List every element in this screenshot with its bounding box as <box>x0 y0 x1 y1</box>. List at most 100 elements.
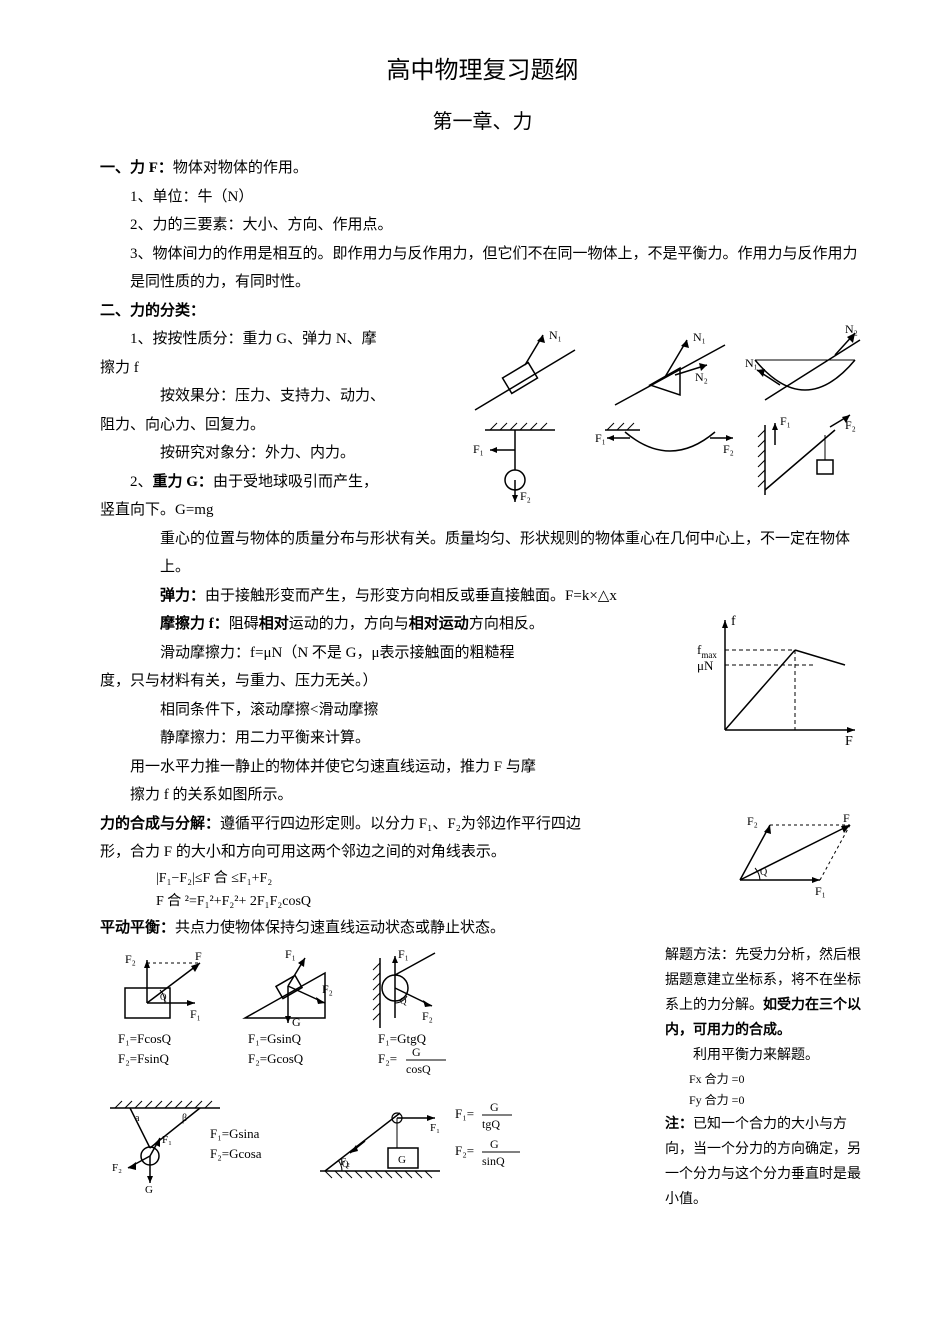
fr1d: 相对运动 <box>409 616 469 632</box>
svg-text:Q: Q <box>160 992 167 1002</box>
svg-text:F₁: F₁ <box>780 414 791 428</box>
eqb-l1: F₁=GsinQ <box>248 1031 302 1046</box>
eqc-l1: F₁=GtgQ <box>378 1031 427 1046</box>
svg-text:F₁: F₁ <box>398 948 409 961</box>
s2-pt2head: 重力 G： <box>153 474 213 490</box>
svg-text:F₂: F₂ <box>125 952 136 966</box>
diag-rod-block: F₁ F₂ <box>758 414 856 495</box>
s2-pt2a: 2、 <box>130 474 153 490</box>
s1-pt1: 1、单位：牛（N） <box>100 183 865 212</box>
svg-text:F₂: F₂ <box>723 442 734 456</box>
friction-graph: F f fmax μN <box>695 610 865 750</box>
diag-c: F₁ F₂ Q F₁=GtgQ F₂= G cosQ <box>360 948 490 1088</box>
equilibrium-diagrams: F₁ F₂ F Q F₁=FcosQ F₂=FsinQ <box>100 943 655 1198</box>
svg-text:G: G <box>490 1100 499 1114</box>
svg-text:F₂: F₂ <box>845 418 856 432</box>
s2-head: 二、力的分类： <box>100 303 205 319</box>
note5: 注：已知一个合力的大小与方向，当一个分力的方向确定，另一个分力与这个分力垂直时是… <box>665 1112 865 1213</box>
svg-text:Q: Q <box>400 996 407 1006</box>
muN-label: μN <box>697 658 714 673</box>
elastic: 弹力：由于接触形变而产生，与形变方向相反或垂直接触面。F=k×△x <box>100 582 865 611</box>
normal-force-diagrams: N₁ N₁ N₂ N₁ <box>465 325 865 505</box>
body-text: 一、力 F：物体对物体的作用。 1、单位：牛（N） 2、力的三要素：大小、方向、… <box>100 154 865 1212</box>
svg-text:F₁=: F₁= <box>455 1106 474 1121</box>
eqa-l2: F₂=FsinQ <box>118 1051 169 1066</box>
bottom-row: F₁ F₂ F Q F₁=FcosQ F₂=FsinQ <box>100 943 865 1213</box>
svg-text:cosQ: cosQ <box>406 1062 431 1076</box>
fr5a: 用一水平力推一静止的物体并使它匀速直线运动，推力 F 与摩 <box>100 753 865 782</box>
fr1c: 运动的力，方向与 <box>289 616 409 632</box>
document-page: 高中物理复习题纲 第一章、力 一、力 F：物体对物体的作用。 1、单位：牛（N）… <box>0 0 945 1272</box>
fr1e: 方向相反。 <box>469 616 544 632</box>
eqb-l2: F₂=GcosQ <box>248 1051 304 1066</box>
svg-text:F₁: F₁ <box>815 884 826 898</box>
force-sketches-svg: N₁ N₁ N₂ N₁ <box>465 325 865 505</box>
xlabel: F <box>845 734 853 749</box>
friction-head: 摩擦力 f： <box>160 616 229 632</box>
svg-text:F: F <box>195 949 202 963</box>
compose-head: 力的合成与分解： <box>100 816 220 832</box>
diag-b: F₁ F₂ G F₁=GsinQ F₂=GcosQ <box>230 948 350 1088</box>
fr5b: 擦力 f 的关系如图所示。 <box>100 781 865 810</box>
note2: 利用平衡力来解题。 <box>665 1043 865 1068</box>
svg-text:Q: Q <box>760 867 768 878</box>
eqa-l1: F₁=FcosQ <box>118 1031 172 1046</box>
s1-head: 一、力 F： <box>100 160 173 176</box>
svg-text:N₁: N₁ <box>549 328 562 342</box>
svg-text:N₁: N₁ <box>745 356 758 370</box>
svg-text:F: F <box>843 811 850 825</box>
fr1b: 相对 <box>259 616 289 632</box>
note1: 解题方法：先受力分析，然后根据题意建立坐标系，将不在坐标系上的力分解。如受力在三… <box>665 943 865 1044</box>
balance-text: 共点力使物体保持匀速直线运动状态或静止状态。 <box>175 920 505 936</box>
svg-text:F₂: F₂ <box>322 982 333 996</box>
svg-text:G: G <box>398 1154 406 1166</box>
svg-text:a: a <box>135 1113 140 1124</box>
svg-text:F₂: F₂ <box>112 1162 122 1174</box>
main-title: 高中物理复习题纲 <box>100 50 865 85</box>
svg-text:F₁: F₁ <box>190 1007 201 1021</box>
diag-wedge: N₁ N₂ <box>615 330 725 405</box>
svg-text:β: β <box>182 1113 187 1124</box>
svg-text:F₂=: F₂= <box>455 1143 474 1158</box>
svg-text:G: G <box>412 1045 421 1059</box>
svg-text:N₂: N₂ <box>845 325 858 336</box>
diag-string-ball: F₁ F₂ <box>473 423 555 503</box>
diag-bowl: N₁ N₂ <box>745 325 860 400</box>
svg-text:G: G <box>145 1184 153 1193</box>
svg-text:F₁: F₁ <box>430 1122 440 1134</box>
svg-text:G: G <box>490 1137 499 1151</box>
note3: Fx 合力 =0 <box>665 1069 865 1091</box>
svg-text:N₂: N₂ <box>695 370 708 384</box>
s1-def: 物体对物体的作用。 <box>173 160 308 176</box>
note4: Fy 合力 =0 <box>665 1090 865 1112</box>
section-2-head: 二、力的分类： <box>100 297 865 326</box>
elastic-head: 弹力： <box>160 588 205 604</box>
eqc-l2a: F₂= <box>378 1051 397 1066</box>
friction-graph-svg: F f fmax μN <box>695 610 865 750</box>
fr1: 阻碍 <box>229 616 259 632</box>
svg-text:F₂: F₂ <box>747 814 758 828</box>
svg-text:sinQ: sinQ <box>482 1154 505 1168</box>
parallelogram-diagram: F F₁ F₂ Q <box>725 810 865 900</box>
eqd-l2: F₂=Gcosa <box>210 1146 262 1161</box>
svg-text:F₁: F₁ <box>162 1134 172 1146</box>
svg-text:F₁: F₁ <box>595 431 606 445</box>
diag-arc-rod: F₁ F₂ <box>595 423 734 456</box>
side-notes: 解题方法：先受力分析，然后根据题意建立坐标系，将不在坐标系上的力分解。如受力在三… <box>665 943 865 1213</box>
balance-head: 平动平衡： <box>100 920 175 936</box>
s2-pt2d: 重心的位置与物体的质量分布与形状有关。质量均匀、形状规则的物体重心在几何中心上，… <box>100 525 865 582</box>
svg-text:Q: Q <box>342 1159 349 1169</box>
svg-text:F₁: F₁ <box>285 948 296 961</box>
diag-e: G F₂ F₁ Q F₁= G tgQ <box>310 1093 550 1193</box>
svg-text:F₂: F₂ <box>422 1009 433 1023</box>
diag-d: a β G F₂ F₁ F₁=Gsina <box>100 1093 300 1193</box>
diag-a: F₁ F₂ F Q F₁=FcosQ F₂=FsinQ <box>100 948 220 1088</box>
eqd-l1: F₁=Gsina <box>210 1126 260 1141</box>
svg-text:tgQ: tgQ <box>482 1117 500 1131</box>
compose-t1: 遵循平行四边形定则。以分力 F₁、F₂为邻边作平行四边 <box>220 816 581 832</box>
balance-line: 平动平衡：共点力使物体保持匀速直线运动状态或静止状态。 <box>100 914 865 943</box>
section-1: 一、力 F：物体对物体的作用。 <box>100 154 865 183</box>
s1-pt2: 2、力的三要素：大小、方向、作用点。 <box>100 211 865 240</box>
ylabel: f <box>731 614 736 629</box>
diag-incline: N₁ <box>475 328 575 410</box>
